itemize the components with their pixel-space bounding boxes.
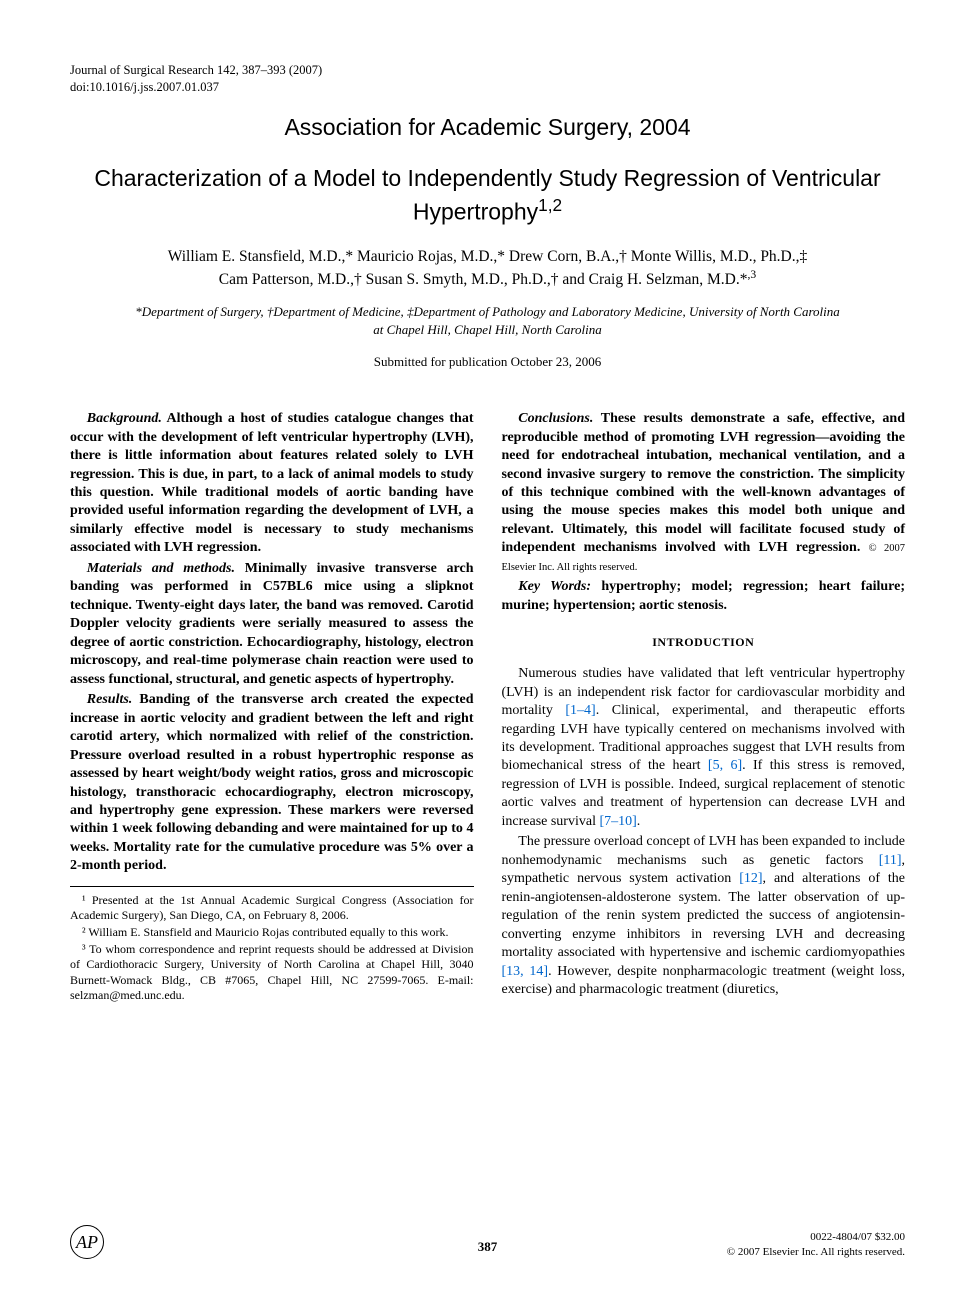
background-text: Although a host of studies catalogue cha…: [70, 411, 474, 555]
intro-p2-a: The pressure overload concept of LVH has…: [502, 834, 906, 867]
footnote-1: ¹ Presented at the 1st Annual Academic S…: [70, 893, 474, 924]
ref-link[interactable]: [5, 6]: [708, 758, 742, 773]
intro-paragraph-2: The pressure overload concept of LVH has…: [502, 833, 906, 999]
methods-text: Minimally invasive transverse arch bandi…: [70, 561, 474, 687]
keywords-line: Key Words: hypertrophy; model; regressio…: [502, 578, 906, 615]
doi-line: doi:10.1016/j.jss.2007.01.037: [70, 79, 905, 96]
intro-p1-d: .: [637, 814, 641, 829]
ref-link[interactable]: [1–4]: [565, 703, 595, 718]
authors-line-2: Cam Patterson, M.D.,† Susan S. Smyth, M.…: [219, 271, 748, 288]
methods-label: Materials and methods.: [87, 561, 235, 576]
title-superscript: 1,2: [538, 195, 562, 215]
footnote-3: ³ To whom correspondence and reprint req…: [70, 942, 474, 1004]
results-label: Results.: [87, 692, 133, 707]
conclusions-label: Conclusions.: [518, 411, 593, 426]
conclusions-text: These results demonstrate a safe, effect…: [502, 411, 906, 555]
footnote-2: ² William E. Stansfield and Mauricio Roj…: [70, 925, 474, 941]
ref-link[interactable]: [13, 14]: [502, 964, 549, 979]
ref-link[interactable]: [7–10]: [599, 814, 636, 829]
results-text: Banding of the transverse arch created t…: [70, 692, 474, 873]
ref-link[interactable]: [12]: [739, 871, 762, 886]
two-column-body: Background. Although a host of studies c…: [70, 410, 905, 1005]
ref-link[interactable]: [11]: [879, 853, 902, 868]
submitted-date: Submitted for publication October 23, 20…: [70, 354, 905, 370]
abstract-results: Results. Banding of the transverse arch …: [70, 691, 474, 876]
abstract-methods: Materials and methods. Minimally invasiv…: [70, 560, 474, 689]
authors-superscript: ,3: [748, 268, 757, 281]
article-title: Characterization of a Model to Independe…: [70, 163, 905, 228]
intro-paragraph-1: Numerous studies have validated that lef…: [502, 665, 906, 831]
introduction-heading: INTRODUCTION: [502, 635, 906, 651]
affiliations: *Department of Surgery, †Department of M…: [70, 303, 905, 338]
journal-citation: Journal of Surgical Research 142, 387–39…: [70, 62, 905, 79]
page-number: 387: [0, 1239, 975, 1255]
keywords-label: Key Words:: [518, 579, 591, 594]
background-label: Background.: [87, 411, 162, 426]
left-column: Background. Although a host of studies c…: [70, 410, 474, 1005]
title-text: Characterization of a Model to Independe…: [94, 165, 880, 225]
intro-p2-d: . However, despite nonpharmacologic trea…: [502, 964, 906, 997]
right-column: Conclusions. These results demonstrate a…: [502, 410, 906, 1005]
abstract-background: Background. Although a host of studies c…: [70, 410, 474, 558]
authors-line-1: William E. Stansfield, M.D.,* Mauricio R…: [168, 248, 808, 265]
journal-header: Journal of Surgical Research 142, 387–39…: [70, 62, 905, 96]
abstract-conclusions: Conclusions. These results demonstrate a…: [502, 410, 906, 576]
association-line: Association for Academic Surgery, 2004: [70, 114, 905, 141]
footnotes-block: ¹ Presented at the 1st Annual Academic S…: [70, 886, 474, 1004]
authors-block: William E. Stansfield, M.D.,* Mauricio R…: [70, 246, 905, 292]
